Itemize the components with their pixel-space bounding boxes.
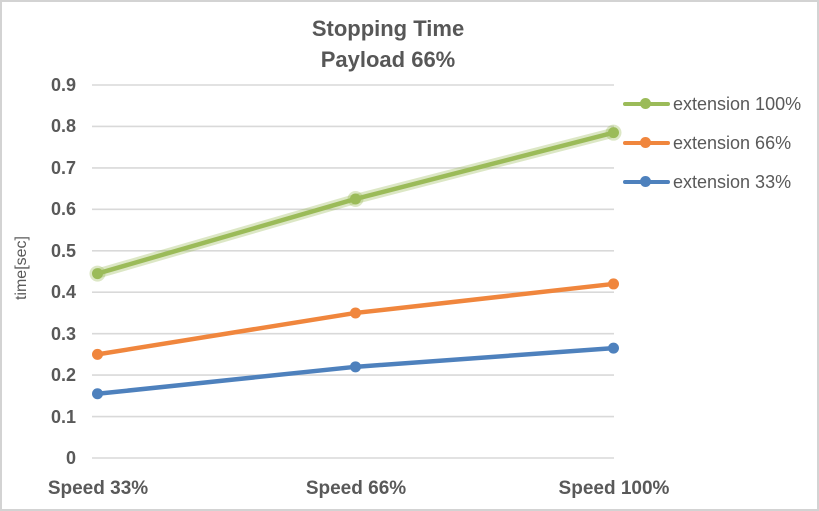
legend-swatch-dot bbox=[640, 176, 651, 187]
series-marker bbox=[350, 361, 361, 373]
series-marker bbox=[608, 342, 619, 354]
legend-label: extension 33% bbox=[673, 171, 792, 192]
series-marker bbox=[92, 268, 103, 280]
legend-label: extension 66% bbox=[673, 132, 792, 153]
legend-label: extension 100% bbox=[673, 93, 802, 114]
legend-swatch-dot bbox=[640, 98, 651, 109]
series-marker bbox=[608, 127, 619, 139]
x-axis-label-speed-100: Speed 100% bbox=[558, 478, 670, 499]
legend-item-extension-100: extension 100% bbox=[623, 93, 801, 115]
y-tick-label: 0.3 bbox=[50, 323, 76, 344]
legend-line-marker-icon bbox=[623, 132, 670, 154]
y-tick-label: 0.8 bbox=[50, 116, 76, 137]
chart-title: Stopping Time Payload 66% bbox=[2, 13, 774, 75]
legend-item-extension-33: extension 33% bbox=[623, 171, 791, 193]
series-marker bbox=[350, 193, 361, 205]
y-axis-title: time[sec] bbox=[13, 236, 30, 301]
x-axis-label-speed-66: Speed 66% bbox=[305, 478, 407, 499]
y-tick-label: 0.6 bbox=[50, 199, 76, 220]
series-marker bbox=[92, 348, 103, 360]
legend-swatch-dot bbox=[640, 137, 651, 148]
series-marker bbox=[608, 278, 619, 290]
y-tick-label: 0.2 bbox=[50, 365, 76, 386]
y-tick-label: 0.7 bbox=[50, 157, 76, 178]
legend-line-marker-icon bbox=[623, 171, 670, 193]
chart-title-line2: Payload 66% bbox=[320, 47, 456, 72]
series-line bbox=[95, 281, 616, 357]
y-tick-label: 0.5 bbox=[50, 240, 76, 261]
series-marker bbox=[350, 307, 361, 319]
y-tick-label: 0.9 bbox=[50, 75, 76, 95]
legend-line-marker-icon bbox=[623, 93, 670, 115]
y-tick-label: 0.1 bbox=[50, 406, 76, 427]
chart-title-line1: Stopping Time bbox=[311, 16, 465, 41]
legend-item-extension-66: extension 66% bbox=[623, 132, 791, 154]
series-marker bbox=[92, 388, 103, 400]
x-axis-label-speed-33: Speed 33% bbox=[47, 478, 149, 499]
y-tick-label: 0.4 bbox=[50, 282, 76, 303]
y-tick-label: 0 bbox=[65, 448, 76, 468]
